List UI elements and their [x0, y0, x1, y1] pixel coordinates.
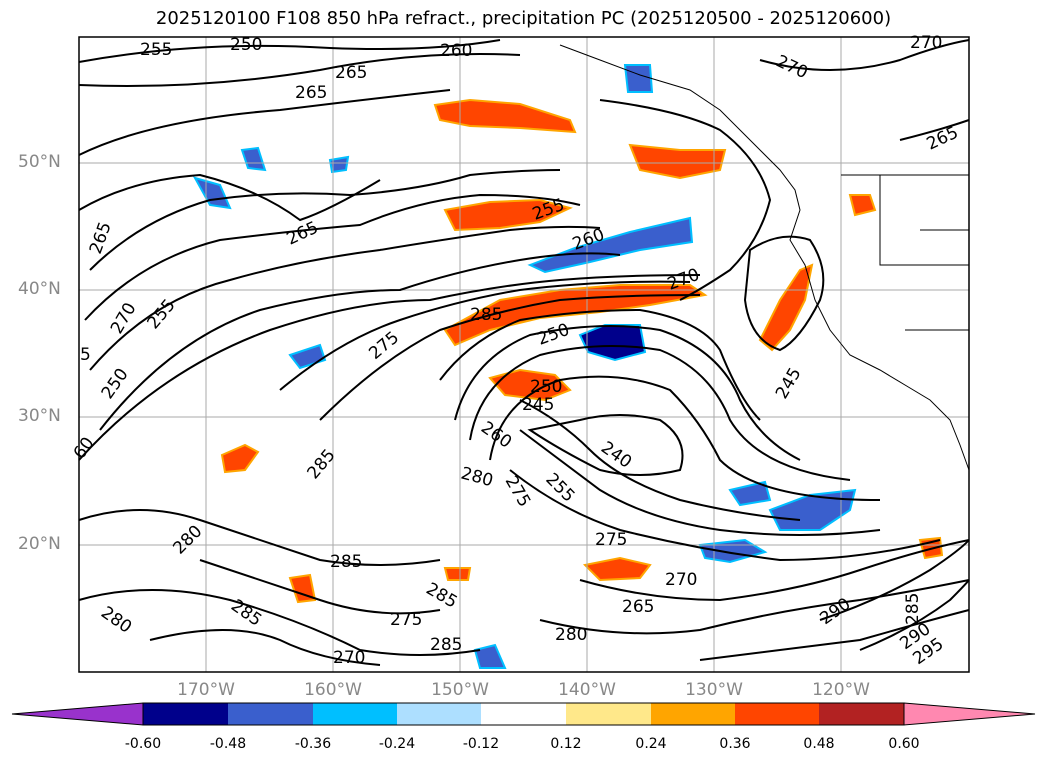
lon-label-150w: 150°W — [431, 680, 489, 700]
colorbar-segment — [819, 703, 904, 725]
contour-label: 255 — [140, 40, 172, 60]
colorbar-tick-label: -0.60 — [124, 736, 162, 752]
colorbar-segment — [397, 703, 481, 725]
contour-label: 285 — [903, 593, 923, 625]
coastline — [559, 44, 970, 471]
contour-label: 245 — [522, 395, 554, 415]
colorbar-tick-label: -0.12 — [462, 736, 500, 752]
contour-label: 275 — [390, 610, 422, 630]
map-frame — [78, 36, 970, 673]
colorbar-tick-label: 0.48 — [803, 736, 835, 752]
contour-label: 285 — [430, 635, 462, 655]
lon-label-140w: 140°W — [558, 680, 616, 700]
lat-lon-grid — [79, 37, 969, 672]
colorbar-tick-label: 0.60 — [888, 736, 920, 752]
colorbar-tick-label: 0.24 — [635, 736, 667, 752]
colorbar-segment — [143, 703, 228, 725]
colorbar-tick-label: 0.12 — [550, 736, 582, 752]
refractivity-contours — [78, 39, 970, 666]
lat-label-50n: 50°N — [18, 152, 61, 172]
colorbar — [11, 702, 1036, 726]
colorbar-under-extension — [11, 702, 144, 726]
contour-label: 250 — [230, 35, 262, 55]
colorbar-tick-label: 0.36 — [719, 736, 751, 752]
contour-label: 275 — [595, 530, 627, 550]
lat-label-20n: 20°N — [18, 534, 61, 554]
lon-label-170w: 170°W — [177, 680, 235, 700]
contour-label: 260 — [440, 41, 472, 61]
lon-label-120w: 120°W — [812, 680, 870, 700]
lon-label-130w: 130°W — [685, 680, 743, 700]
contour-label: 270 — [665, 570, 697, 590]
colorbar-segment — [481, 703, 566, 725]
colorbar-segment — [566, 703, 651, 725]
contour-label: 250 — [530, 377, 562, 397]
contour-label: 5 — [80, 345, 91, 365]
contour-label: 270 — [910, 33, 942, 53]
contour-label: 285 — [330, 552, 362, 572]
precip-positive-areas — [220, 98, 944, 604]
contour-label: 270 — [333, 648, 365, 668]
map-title: 2025120100 F108 850 hPa refract., precip… — [155, 8, 892, 29]
colorbar-segment — [313, 703, 397, 725]
colorbar-segment — [735, 703, 819, 725]
colorbar-over-extension — [903, 702, 1036, 726]
border-lines — [841, 174, 969, 331]
lon-label-160w: 160°W — [304, 680, 362, 700]
colorbar-segment — [228, 703, 313, 725]
colorbar-segment — [651, 703, 735, 725]
contour-label: 280 — [555, 625, 587, 645]
lat-label-40n: 40°N — [18, 279, 61, 299]
colorbar-tick-label: -0.36 — [294, 736, 332, 752]
colorbar-tick-label: -0.48 — [209, 736, 247, 752]
lat-label-30n: 30°N — [18, 406, 61, 426]
colorbar-tick-label: -0.24 — [378, 736, 416, 752]
contour-label: 265 — [622, 597, 654, 617]
contour-label: 265 — [295, 83, 327, 103]
contour-label: 265 — [335, 63, 367, 83]
contour-label: 285 — [470, 305, 502, 325]
